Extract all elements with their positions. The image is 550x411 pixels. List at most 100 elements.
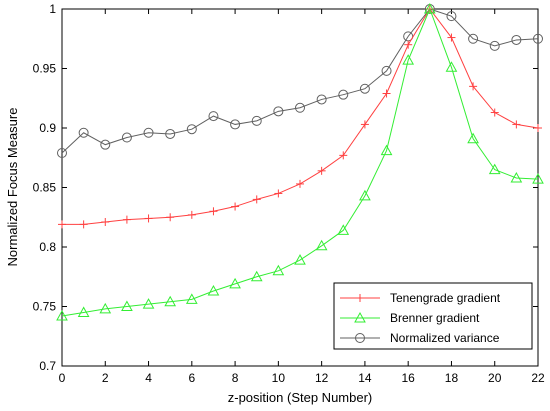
data-point bbox=[339, 151, 348, 160]
data-point bbox=[57, 147, 67, 158]
data-point bbox=[490, 108, 499, 117]
series-layer bbox=[56, 2, 544, 321]
legend-label: Brenner gradient bbox=[390, 311, 480, 325]
data-point bbox=[446, 11, 457, 22]
data-point bbox=[250, 270, 263, 282]
data-point bbox=[488, 163, 501, 175]
data-point bbox=[207, 285, 220, 296]
series-circle bbox=[57, 4, 543, 158]
data-point bbox=[101, 218, 110, 227]
x-tick-label: 16 bbox=[402, 371, 416, 385]
data-point bbox=[359, 189, 371, 201]
x-tick-label: 8 bbox=[232, 371, 239, 385]
data-point bbox=[121, 300, 133, 311]
data-point bbox=[468, 33, 479, 44]
data-point bbox=[295, 102, 305, 113]
legend-label: Normalized variance bbox=[390, 331, 500, 345]
y-tick-label: 0.7 bbox=[39, 359, 56, 373]
y-axis-label: Normalized Focus Measure bbox=[5, 108, 20, 267]
y-tick-label: 1 bbox=[49, 2, 56, 16]
data-point bbox=[317, 166, 326, 175]
data-point bbox=[78, 127, 89, 138]
data-point bbox=[337, 224, 350, 235]
data-point bbox=[338, 89, 349, 100]
y-tick-label: 0.9 bbox=[39, 121, 56, 135]
data-point bbox=[360, 120, 369, 129]
data-point bbox=[208, 111, 219, 122]
data-point bbox=[186, 124, 197, 135]
data-point bbox=[274, 189, 283, 198]
data-point bbox=[294, 254, 306, 265]
data-point bbox=[187, 210, 196, 219]
data-point bbox=[79, 220, 88, 229]
data-point bbox=[99, 302, 112, 314]
data-point bbox=[423, 2, 436, 14]
y-tick-label: 0.85 bbox=[33, 181, 57, 195]
data-point bbox=[121, 132, 132, 143]
data-point bbox=[231, 202, 240, 211]
data-point bbox=[209, 207, 218, 216]
data-point bbox=[251, 115, 262, 126]
x-tick-label: 22 bbox=[531, 371, 545, 385]
data-point bbox=[447, 33, 456, 42]
data-point bbox=[534, 124, 542, 132]
data-point bbox=[230, 119, 241, 130]
data-point bbox=[185, 293, 198, 304]
data-point bbox=[56, 309, 68, 321]
data-point bbox=[296, 179, 304, 188]
x-tick-label: 12 bbox=[315, 371, 329, 385]
data-point bbox=[166, 213, 175, 222]
series-line bbox=[61, 7, 539, 317]
data-point bbox=[404, 40, 413, 49]
data-point bbox=[381, 65, 392, 76]
data-point bbox=[58, 220, 66, 229]
series-triangle bbox=[56, 2, 544, 321]
data-point bbox=[380, 144, 393, 156]
data-point bbox=[164, 295, 177, 307]
legend-label: Tenengrade gradient bbox=[390, 291, 501, 305]
x-tick-label: 4 bbox=[145, 371, 152, 385]
legend-marker bbox=[356, 294, 364, 302]
data-point bbox=[532, 173, 544, 184]
data-point bbox=[122, 215, 131, 224]
x-tick-label: 14 bbox=[358, 371, 372, 385]
x-tick-label: 10 bbox=[272, 371, 286, 385]
x-tick-label: 20 bbox=[488, 371, 502, 385]
data-point bbox=[272, 264, 285, 276]
data-point bbox=[315, 239, 328, 251]
data-point bbox=[511, 34, 522, 45]
x-tick-label: 2 bbox=[102, 371, 109, 385]
data-point bbox=[489, 40, 500, 51]
series-line bbox=[61, 8, 539, 154]
data-point bbox=[144, 214, 153, 223]
x-tick-label: 0 bbox=[59, 371, 66, 385]
data-point bbox=[533, 33, 543, 44]
y-tick-label: 0.75 bbox=[33, 300, 57, 314]
data-point bbox=[445, 61, 458, 72]
x-axis-label: z-position (Step Number) bbox=[228, 390, 373, 405]
data-point bbox=[402, 54, 415, 65]
data-point bbox=[382, 89, 391, 98]
data-point bbox=[252, 195, 261, 204]
data-point bbox=[469, 82, 478, 91]
data-point bbox=[512, 120, 521, 129]
series-plus bbox=[58, 5, 542, 229]
data-point bbox=[510, 171, 523, 183]
legend: Tenengrade gradient Brenner gradient Norma… bbox=[333, 282, 533, 350]
data-point bbox=[77, 306, 90, 317]
data-point bbox=[359, 83, 370, 94]
data-point bbox=[142, 298, 155, 309]
x-ticks: 0 2 4 6 8 10 12 14 16 18 20 22 bbox=[59, 9, 545, 385]
data-point bbox=[143, 127, 154, 138]
data-point bbox=[316, 94, 327, 105]
data-point bbox=[100, 139, 111, 150]
data-point bbox=[273, 106, 284, 117]
legend-marker bbox=[355, 333, 365, 343]
y-ticks: 0.7 0.75 0.8 0.85 0.9 0.95 1 bbox=[33, 2, 538, 373]
data-point bbox=[165, 128, 176, 139]
x-tick-label: 6 bbox=[188, 371, 195, 385]
y-tick-label: 0.95 bbox=[33, 62, 57, 76]
legend-marker bbox=[354, 311, 366, 323]
data-point bbox=[467, 132, 479, 144]
